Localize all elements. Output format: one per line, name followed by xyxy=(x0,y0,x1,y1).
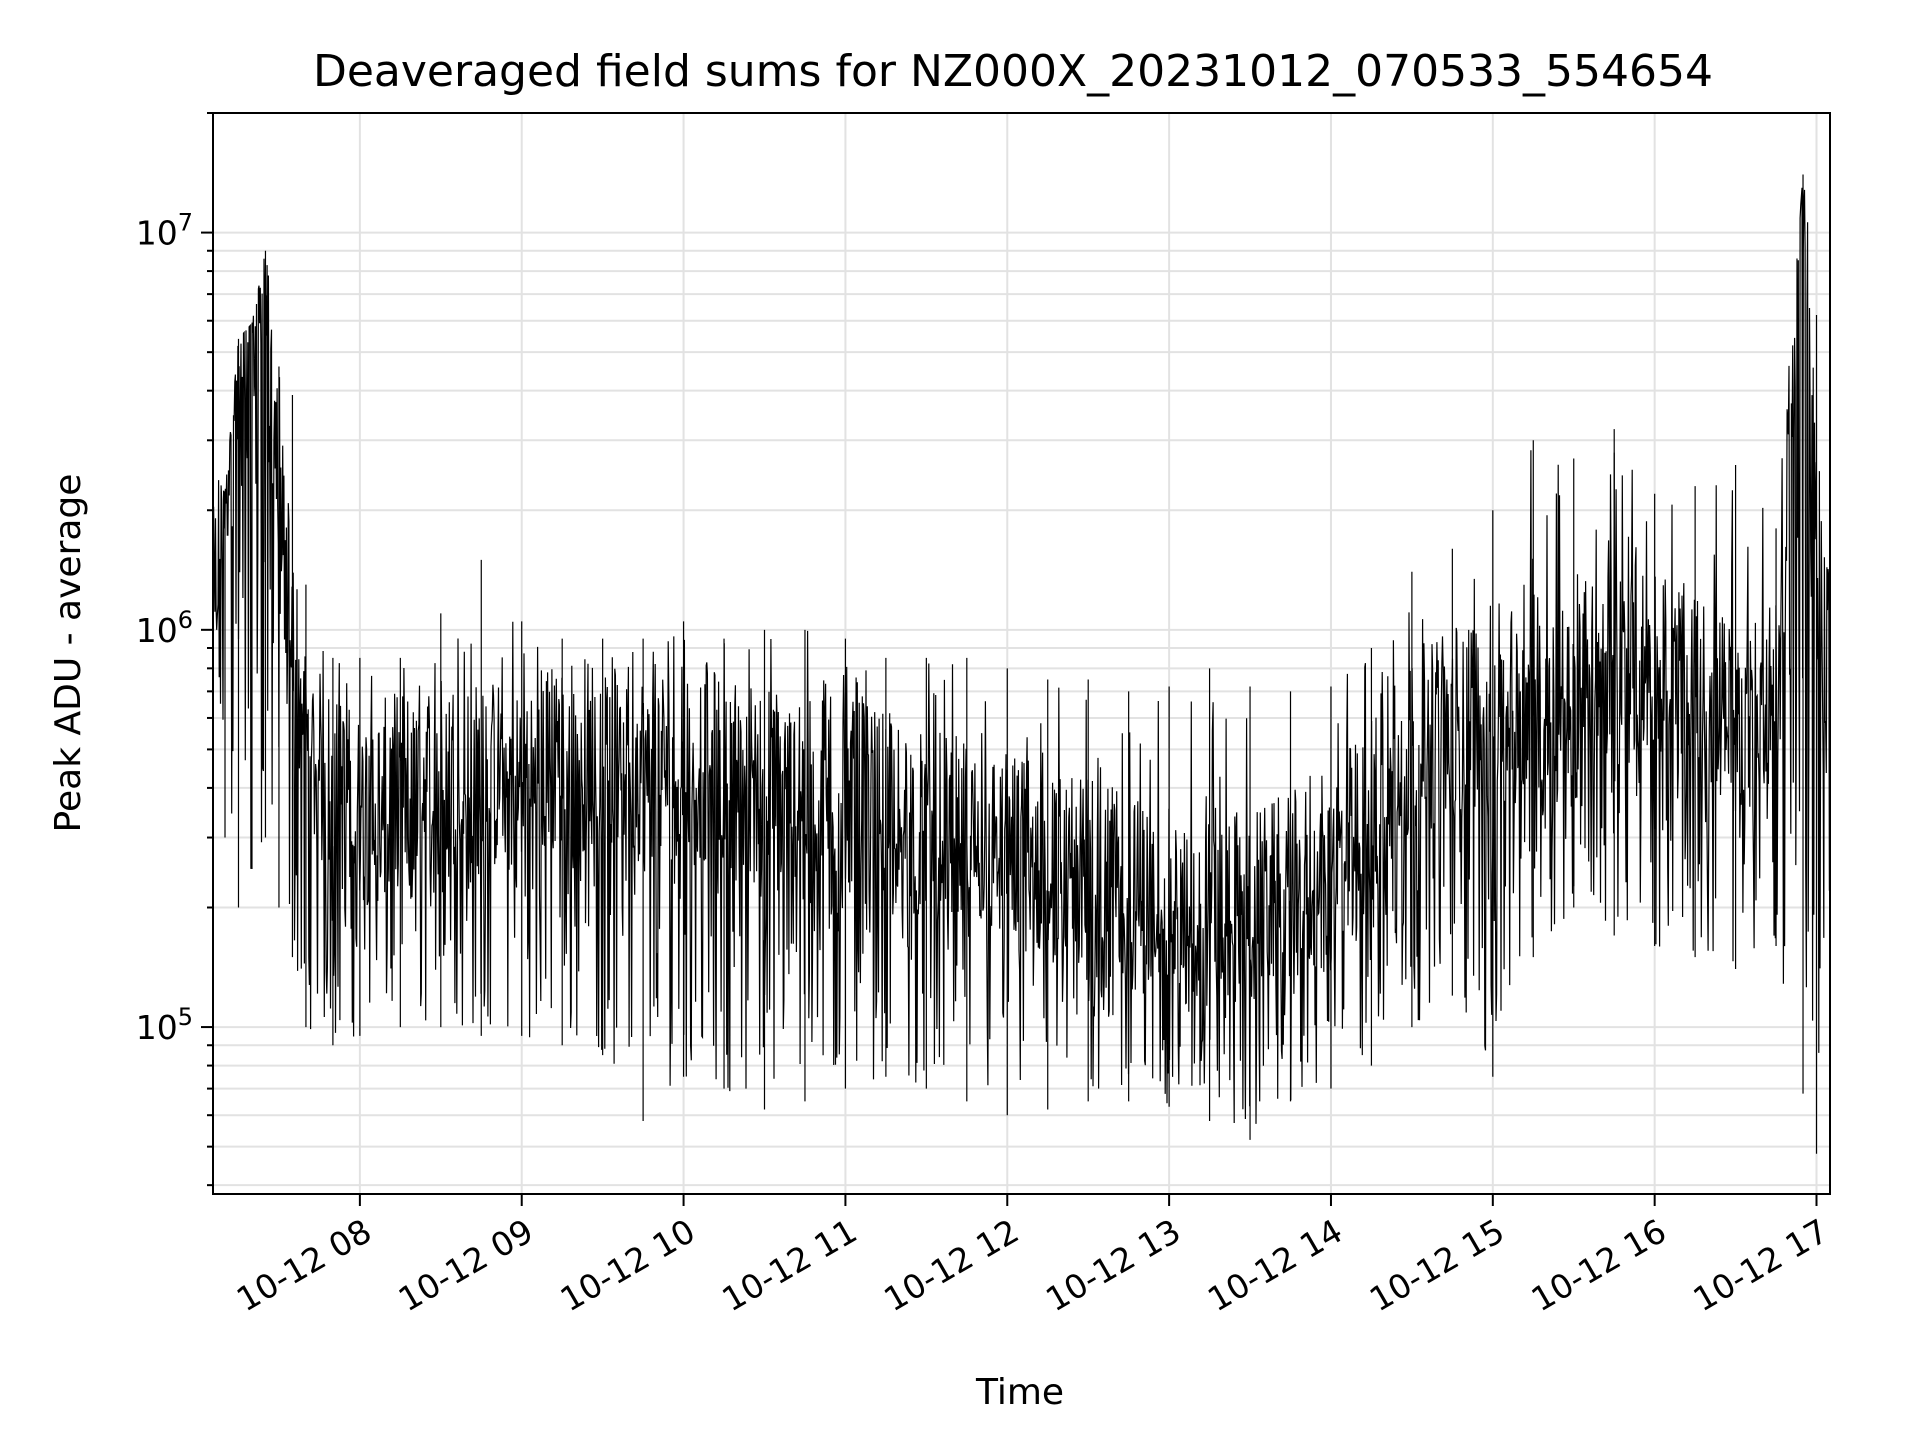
y-axis-label: Peak ADU - average xyxy=(48,474,89,833)
x-tick-label: 10-12 14 xyxy=(1201,1211,1349,1319)
x-tick-label: 10-12 16 xyxy=(1525,1211,1673,1319)
x-tick-label: 10-12 08 xyxy=(230,1211,378,1319)
x-tick-label: 10-12 10 xyxy=(554,1211,702,1319)
y-tick-label: 105 xyxy=(136,1003,193,1047)
x-tick-label: 10-12 15 xyxy=(1363,1211,1511,1319)
x-tick-label: 10-12 11 xyxy=(715,1211,863,1319)
chart-title: Deaveraged field sums for NZ000X_2023101… xyxy=(313,46,1713,97)
y-tick-exponent: 7 xyxy=(178,209,193,237)
plot-frame xyxy=(212,112,1831,1195)
data-layer xyxy=(213,174,1830,1154)
x-tick-label: 10-12 12 xyxy=(877,1211,1025,1319)
y-tick-exponent: 5 xyxy=(178,1003,193,1031)
y-tick-label: 106 xyxy=(136,606,193,650)
x-tick-label: 10-12 17 xyxy=(1687,1211,1835,1319)
x-tick-label: 10-12 09 xyxy=(392,1211,540,1319)
y-tick-base: 10 xyxy=(136,1008,178,1047)
y-tick-base: 10 xyxy=(136,214,178,253)
series-line xyxy=(213,187,1830,1124)
y-tick-label: 107 xyxy=(136,209,193,253)
y-tick-exponent: 6 xyxy=(178,606,193,634)
x-tick-label: 10-12 13 xyxy=(1039,1211,1187,1319)
x-axis-label: Time xyxy=(975,1372,1064,1413)
y-tick-base: 10 xyxy=(136,611,178,650)
